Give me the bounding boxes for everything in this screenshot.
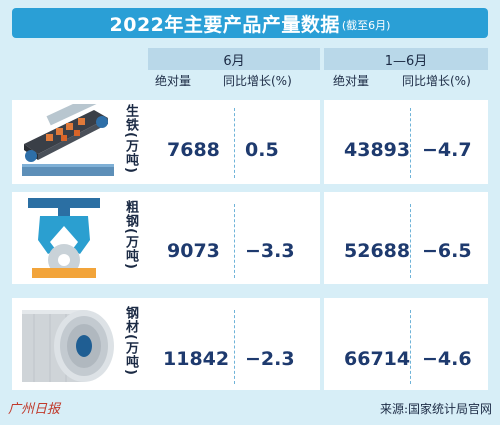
period-header-ytd: 1—6月 bbox=[324, 48, 488, 70]
value-june-absolute: 7688 bbox=[167, 139, 220, 161]
row-card-ytd bbox=[324, 100, 488, 184]
value-ytd-yoy: −6.5 bbox=[422, 240, 472, 262]
row-label: 粗钢(万吨) bbox=[123, 200, 138, 270]
row-label: 钢材(万吨) bbox=[123, 306, 138, 376]
value-june-yoy: −3.3 bbox=[245, 240, 295, 262]
row-card-ytd bbox=[324, 192, 488, 284]
col-header-ytd-absolute: 绝对量 bbox=[333, 74, 370, 88]
page-subtitle: (截至6月) bbox=[341, 19, 391, 32]
value-june-absolute: 11842 bbox=[163, 348, 230, 370]
value-ytd-absolute: 43893 bbox=[344, 139, 411, 161]
col-header-june-yoy: 同比增长(%) bbox=[223, 74, 292, 88]
divider bbox=[410, 204, 411, 278]
value-ytd-absolute: 52688 bbox=[344, 240, 411, 262]
period-header-june: 6月 bbox=[148, 48, 320, 70]
title-bar: 2022年主要产品产量数据 (截至6月) bbox=[12, 8, 488, 38]
page-title: 2022年主要产品产量数据 bbox=[109, 13, 340, 36]
divider bbox=[410, 108, 411, 178]
crane-claw-icon bbox=[20, 196, 116, 280]
value-ytd-yoy: −4.7 bbox=[422, 139, 472, 161]
source-credit: 来源:国家统计局官网 bbox=[379, 402, 492, 416]
value-june-absolute: 9073 bbox=[167, 240, 220, 262]
row-label: 生铁(万吨) bbox=[123, 104, 138, 174]
row-card-ytd bbox=[324, 298, 488, 390]
value-ytd-yoy: −4.6 bbox=[422, 348, 472, 370]
newspaper-logo: 广州日报 bbox=[8, 402, 61, 417]
divider bbox=[234, 310, 235, 384]
divider bbox=[410, 310, 411, 384]
col-header-june-absolute: 绝对量 bbox=[155, 74, 192, 88]
value-ytd-absolute: 66714 bbox=[344, 348, 411, 370]
steel-coil-icon bbox=[16, 304, 120, 386]
divider bbox=[234, 204, 235, 278]
value-june-yoy: −2.3 bbox=[245, 348, 295, 370]
conveyor-belt-icon bbox=[16, 92, 116, 180]
divider bbox=[234, 108, 235, 178]
value-june-yoy: 0.5 bbox=[245, 139, 279, 161]
col-header-ytd-yoy: 同比增长(%) bbox=[402, 74, 471, 88]
